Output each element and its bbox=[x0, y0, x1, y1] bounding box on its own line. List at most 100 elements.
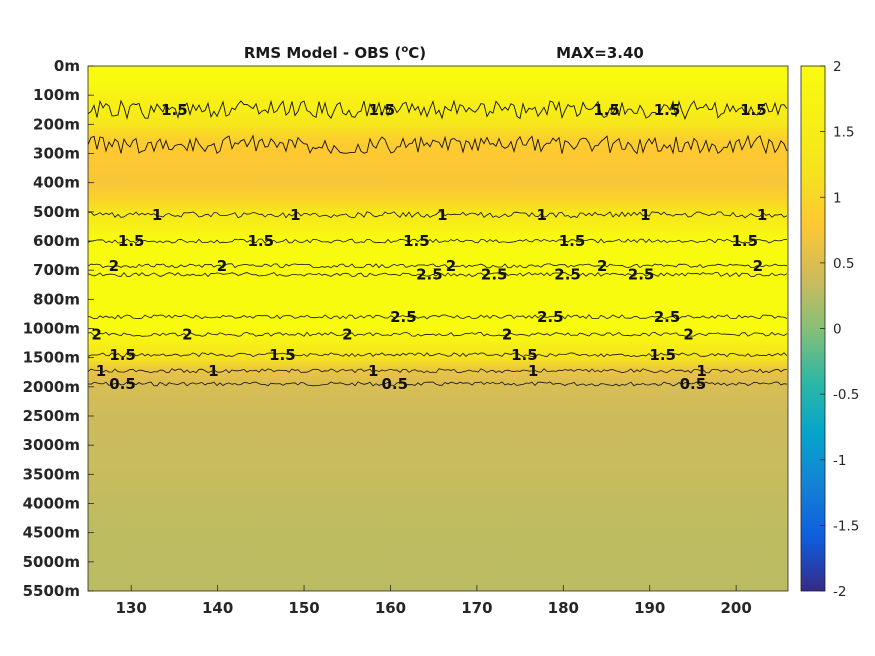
y-tick-label: 200m bbox=[33, 115, 80, 133]
contour-label: 1 bbox=[368, 362, 378, 380]
x-tick-label: 170 bbox=[461, 599, 492, 617]
contour-label: 1.5 bbox=[161, 101, 188, 119]
contour-label: 2.5 bbox=[537, 308, 564, 326]
x-axis: 130 140 150 160 170 180 190 200 bbox=[116, 585, 752, 617]
contour-label: 1.5 bbox=[269, 346, 296, 364]
y-axis: 0m 100m 200m 300m 400m 500m 600m 700m 800m 1000m 1… bbox=[23, 57, 94, 600]
contour-line bbox=[88, 381, 788, 387]
contour-layer bbox=[88, 99, 788, 387]
colorbar-tick-label: 0.5 bbox=[833, 256, 854, 272]
contour-label: 2 bbox=[217, 257, 227, 275]
contour-label: 1 bbox=[536, 206, 546, 224]
contour-label: 2 bbox=[182, 325, 192, 343]
colorbar-tick-label: 1 bbox=[833, 190, 842, 206]
colorbar-tick-label: -0.5 bbox=[833, 387, 859, 403]
colorbar: -2 -1.5 -1 -0.5 0 0.5 1 1.5 2 bbox=[800, 59, 859, 600]
contour-label: 1.5 bbox=[732, 232, 759, 250]
contour-label: 1 bbox=[96, 362, 106, 380]
x-tick-label: 140 bbox=[202, 599, 233, 617]
contour-label: 2.5 bbox=[554, 266, 581, 284]
contour-line bbox=[88, 352, 788, 358]
x-tick-label: 160 bbox=[375, 599, 406, 617]
contour-line bbox=[88, 314, 788, 320]
contour-label: 2 bbox=[753, 257, 763, 275]
y-tick-label: 4500m bbox=[23, 524, 80, 542]
contour-label: 1.5 bbox=[559, 232, 586, 250]
contour-label: 1 bbox=[640, 206, 650, 224]
y-tick-label: 0m bbox=[54, 57, 80, 75]
contour-label: 1.5 bbox=[593, 101, 620, 119]
colorbar-tick-label: -2 bbox=[833, 584, 846, 600]
contour-line bbox=[88, 99, 788, 120]
contour-label: 1 bbox=[437, 206, 447, 224]
colorbar-tick-label: 1.5 bbox=[833, 125, 854, 141]
y-tick-label: 500m bbox=[33, 203, 80, 221]
contour-label: 1 bbox=[290, 206, 300, 224]
contour-label: 1.5 bbox=[649, 346, 676, 364]
y-tick-label: 1000m bbox=[23, 320, 80, 338]
contour-label: 0.5 bbox=[680, 375, 707, 393]
colorbar-tick-label: 2 bbox=[833, 59, 842, 75]
x-tick-label: 130 bbox=[116, 599, 147, 617]
contour-label: 2.5 bbox=[481, 266, 508, 284]
contour-label: 1.5 bbox=[403, 232, 430, 250]
contour-label: 2.5 bbox=[416, 266, 443, 284]
x-tick-label: 180 bbox=[548, 599, 579, 617]
contour-label: 2.5 bbox=[628, 266, 655, 284]
contour-label-layer: 0.5 0.5 0.51 1 1 1 11.5 1.5 1.5 1.52 2 2 2 22.5 2.5 2.5… bbox=[91, 101, 767, 393]
contour-label: 2 bbox=[342, 325, 352, 343]
y-tick-label: 5500m bbox=[23, 582, 80, 600]
contour-line bbox=[88, 134, 788, 155]
x-tick-label: 150 bbox=[288, 599, 319, 617]
colorbar-tick-label: -1 bbox=[833, 453, 846, 469]
contour-label: 1.5 bbox=[511, 346, 538, 364]
max-value-label: MAX=3.40 bbox=[556, 44, 644, 62]
contour-label: 0.5 bbox=[109, 375, 136, 393]
y-tick-label: 5000m bbox=[23, 553, 80, 571]
chart-title: RMS Model - OBS (oC) bbox=[244, 44, 426, 62]
contour-label: 1 bbox=[208, 362, 218, 380]
contour-label: 2 bbox=[683, 325, 693, 343]
plot-area: 0.5 0.5 0.51 1 1 1 11.5 1.5 1.5 1.52 2 2 2 22.5 2.5 2.5… bbox=[87, 65, 789, 592]
y-tick-label: 3500m bbox=[23, 465, 80, 483]
x-tick-label: 190 bbox=[634, 599, 665, 617]
y-tick-label: 300m bbox=[33, 145, 80, 163]
contour-label: 2.5 bbox=[654, 308, 681, 326]
colorbar-ticks: -2 -1.5 -1 -0.5 0 0.5 1 1.5 2 bbox=[820, 59, 859, 600]
y-tick-label: 600m bbox=[33, 232, 80, 250]
y-tick-label: 100m bbox=[33, 86, 80, 104]
contour-label: 1.5 bbox=[740, 101, 767, 119]
y-tick-label: 800m bbox=[33, 290, 80, 308]
contour-label: 1 bbox=[152, 206, 162, 224]
heatmap-field bbox=[88, 66, 788, 591]
y-tick-label: 3000m bbox=[23, 436, 80, 454]
contour-label: 0.5 bbox=[382, 375, 409, 393]
contour-label: 2 bbox=[109, 257, 119, 275]
colorbar-tick-label: -1.5 bbox=[833, 518, 859, 534]
contour-label: 1.5 bbox=[654, 101, 681, 119]
contour-label: 1.5 bbox=[109, 346, 136, 364]
contour-label: 1 bbox=[757, 206, 767, 224]
contour-line bbox=[88, 331, 788, 337]
y-tick-label: 2500m bbox=[23, 407, 80, 425]
contour-line bbox=[88, 238, 788, 244]
contour-label: 1.5 bbox=[248, 232, 275, 250]
colorbar-tick-label: 0 bbox=[833, 322, 842, 338]
contour-label: 2 bbox=[597, 257, 607, 275]
x-tick-label: 200 bbox=[720, 599, 751, 617]
contour-label: 1 bbox=[528, 362, 538, 380]
contour-label: 2 bbox=[91, 325, 101, 343]
contour-line bbox=[88, 263, 788, 269]
contour-label: 2.5 bbox=[390, 308, 417, 326]
contour-label: 1.5 bbox=[369, 101, 396, 119]
y-tick-label: 1500m bbox=[23, 349, 80, 367]
contour-label: 1.5 bbox=[118, 232, 145, 250]
contour-line bbox=[88, 211, 788, 219]
y-tick-label: 4000m bbox=[23, 495, 80, 513]
y-tick-label: 400m bbox=[33, 174, 80, 192]
y-tick-label: 2000m bbox=[23, 378, 80, 396]
contour-label: 1 bbox=[696, 362, 706, 380]
contour-line bbox=[88, 271, 788, 278]
contour-label: 2 bbox=[502, 325, 512, 343]
